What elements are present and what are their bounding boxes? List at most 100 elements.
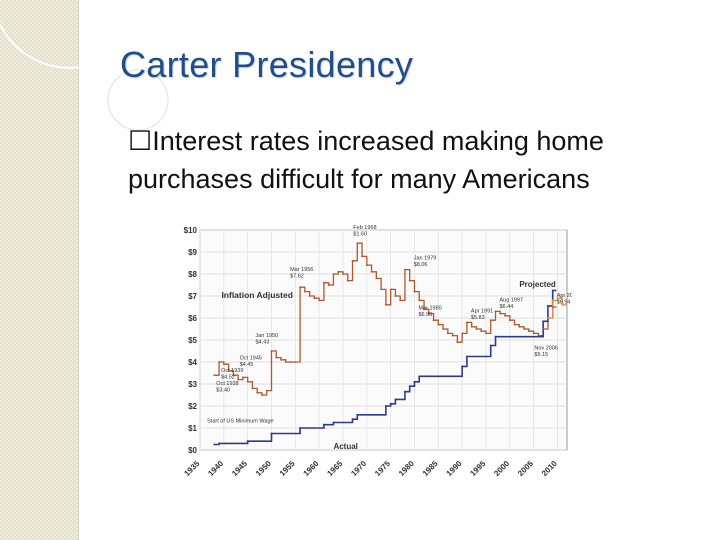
y-tick-label: $8 [188,270,197,279]
series-line [214,242,557,396]
data-point [365,264,368,267]
data-point [547,317,549,319]
data-point [404,390,406,393]
data-point [437,323,440,326]
annotation-label: Jan 1979 [414,256,437,262]
data-point [299,427,301,429]
data-point [265,389,268,392]
data-point [446,332,449,335]
x-tick-label: 1965 [325,459,344,478]
data-point [480,330,483,333]
annotation-label: Oct 1945 [240,355,262,361]
data-point [466,355,468,358]
annotation-value: $6.44 [500,304,514,310]
bullet-text: Interest rates increased making home pur… [128,126,604,194]
x-tick-label: 2010 [540,459,559,478]
annotation-label: Oct 1939 [221,368,243,374]
data-point [332,421,335,424]
annotation-value: $5.83 [471,315,485,321]
data-point [270,350,273,352]
data-point [413,290,416,293]
annotation-value: $1.60 [353,232,367,238]
data-point [513,323,516,326]
x-tick-label: 1950 [254,459,273,478]
y-tick-label: $1 [188,424,197,433]
data-point [356,242,359,245]
data-point [232,374,235,377]
data-point [218,361,220,363]
data-point [323,281,325,284]
slide-title: Carter Presidency [120,44,414,85]
annotation-label: Jan 1950 [255,333,278,339]
series-line [214,289,557,446]
data-point [218,442,220,445]
y-tick-label: $9 [188,248,197,257]
data-point [456,341,459,344]
x-tick-label: 1955 [278,459,297,478]
annotation-label: Mar 1956 [290,267,313,273]
data-point [346,279,349,282]
start-note: Start of US Minimum Wage [207,419,273,425]
data-point [427,312,430,315]
data-point [318,299,321,302]
data-point [323,423,325,426]
data-point [361,255,363,258]
data-point [237,378,240,381]
data-point [556,297,559,300]
data-point [494,310,497,313]
data-point [489,319,492,322]
annotation-label: Feb 1968 [353,225,376,231]
annotation-value: $4.45 [240,362,254,368]
x-tick-label: 1970 [349,459,368,478]
annotation-label: Mar 1980 [418,306,441,312]
data-point [246,440,249,443]
x-tick-label: 1935 [182,459,201,478]
data-point [246,380,249,383]
series-label-inflation: Inflation Adjusted [221,290,292,300]
series-label-actual: Actual [333,442,357,451]
data-point [413,380,416,383]
data-point [432,319,435,322]
y-tick-label: $6 [188,314,197,323]
data-point [466,321,468,324]
data-point [256,391,259,394]
x-tick-label: 2000 [492,459,511,478]
series-label-projected: Projected [519,280,556,289]
data-point [408,385,411,388]
annotation-label: Apr 1991 [471,308,493,314]
data-point [485,332,487,335]
data-point [213,374,216,377]
data-point [313,297,316,300]
data-point [399,299,402,302]
annotation-value: $5.15 [534,352,548,358]
y-tick-label: $4 [188,358,197,367]
annotation-label: Apr 2009 [557,293,572,299]
data-point [241,376,244,379]
data-point [327,284,330,286]
y-tick-label: $2 [188,402,197,411]
bullet-point: ☐Interest rates increased making home pu… [128,122,708,198]
data-point [418,375,421,378]
data-point [384,405,387,407]
data-point [337,270,340,273]
annotation-value: $3.40 [216,388,230,394]
data-point [551,299,554,302]
x-tick-label: 2005 [516,459,535,478]
chart-svg: $0 $1 $2 $3 $4 $5 $6 $7 $8 $9 $10 1935 1940 1945 1950 1… [182,225,579,478]
data-point [227,369,230,372]
data-point [213,443,216,446]
data-point [351,418,354,421]
data-point [532,332,535,335]
data-point [499,312,502,315]
left-decorative-band [0,0,79,540]
x-tick-label: 1990 [445,459,464,478]
y-tick-label: $0 [188,446,197,455]
data-point [370,270,373,273]
annotation-value: $4.52 [221,375,235,381]
data-point [475,328,478,330]
data-point [494,335,497,338]
data-point [537,334,540,337]
x-tick-label: 1980 [397,459,416,478]
annotation-label: Oct 1938 [216,381,238,387]
x-tick-label: 1975 [373,459,392,478]
